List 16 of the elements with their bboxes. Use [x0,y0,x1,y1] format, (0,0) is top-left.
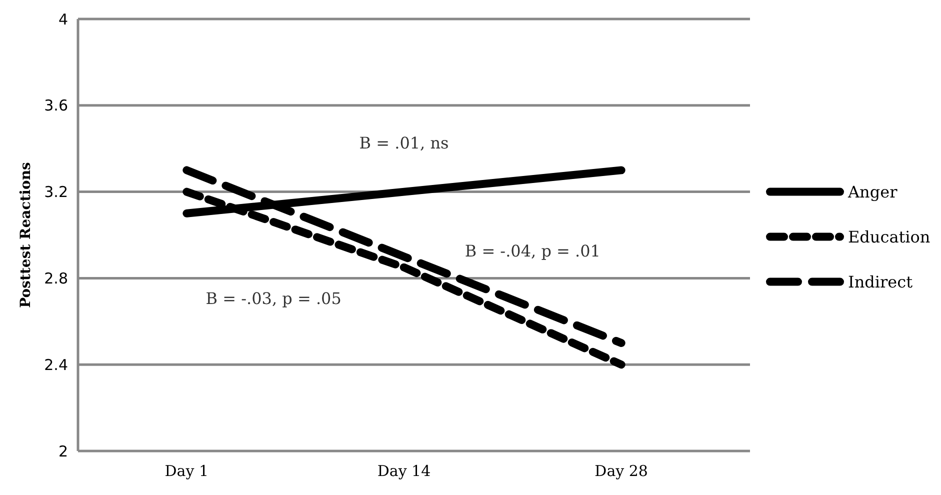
x-tick-label: Day 28 [594,462,648,480]
y-axis-title: Posttest Reactions [18,162,34,308]
y-tick-label: 3.6 [44,96,68,115]
y-tick-label: 2.4 [44,356,68,374]
legend-label: Education [848,227,930,246]
y-tick-label: 3.2 [44,183,68,202]
x-tick-label: Day 1 [164,462,209,480]
legend-label: Indirect [848,272,914,292]
annotation: B = -.03, p = .05 [206,289,342,308]
x-tick-label: Day 14 [377,462,431,480]
y-tick-label: 2.8 [44,269,68,288]
annotation: B = -.04, p = .01 [464,242,600,261]
annotation: B = .01, ns [359,134,449,153]
y-tick-label: 2 [58,442,68,460]
legend-label: Anger [847,182,898,202]
y-tick-label: 4 [58,10,68,28]
